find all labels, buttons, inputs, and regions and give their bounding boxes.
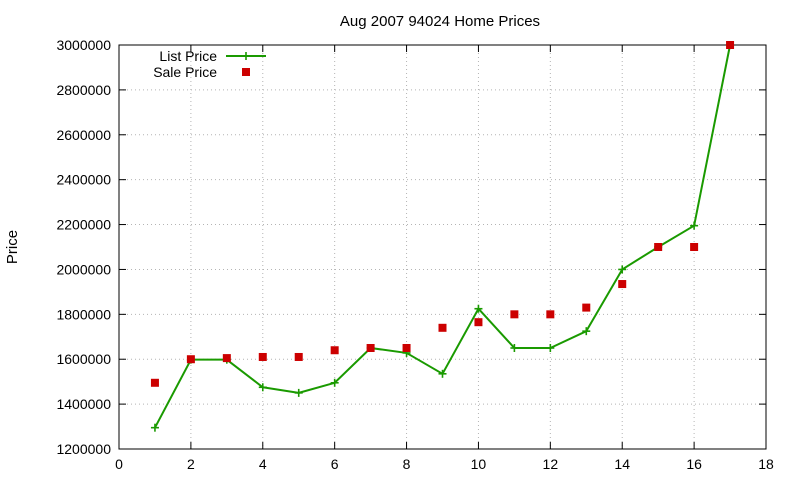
list-price-point: [294, 388, 303, 397]
sale-price-point: [510, 310, 519, 319]
grid-lines: [119, 45, 766, 449]
x-tick-label: 8: [403, 456, 411, 472]
axis-ticks: 0 2 4 6 8 10 12 14 16 18 1200000 1400000 1600000 1800…: [56, 37, 774, 472]
x-tick-label: 4: [259, 456, 267, 472]
x-tick-label: 2: [187, 456, 195, 472]
x-tick-label: 10: [471, 456, 487, 472]
sale-price-point: [258, 352, 267, 361]
sale-price-point: [438, 323, 447, 332]
y-tick-label: 1800000: [56, 306, 111, 322]
sale-price-point: [582, 303, 591, 312]
list-price-point: [474, 304, 483, 313]
sale-price-point: [546, 310, 555, 319]
x-tick-label: 6: [331, 456, 339, 472]
y-tick-label: 2800000: [56, 82, 111, 98]
list-price-point: [150, 423, 159, 432]
sale-price-point: [150, 378, 159, 387]
list-price-point: [438, 369, 447, 378]
sale-price-point: [186, 355, 195, 364]
y-tick-label: 2600000: [56, 127, 111, 143]
list-price-point: [546, 344, 555, 352]
y-tick-label: 2000000: [56, 261, 111, 277]
sale-price-point: [294, 352, 303, 361]
x-tick-label: 14: [614, 456, 630, 472]
legend-marker-list-price: [242, 52, 250, 60]
y-tick-label: 2200000: [56, 217, 111, 233]
list-price-point: [690, 221, 699, 230]
y-tick-label: 1400000: [56, 396, 111, 412]
sale-price-point: [474, 318, 483, 327]
sale-price-point: [330, 346, 339, 355]
sale-price-point: [690, 243, 699, 251]
sale-price-point: [402, 344, 411, 352]
y-tick-label: 1200000: [56, 441, 111, 457]
chart-title: Aug 2007 94024 Home Prices: [340, 13, 540, 30]
sale-price-point: [618, 280, 627, 289]
legend-label-list-price: List Price: [159, 48, 217, 64]
y-axis-label: Price: [4, 230, 21, 264]
list-price-point: [618, 265, 627, 274]
list-price-point: [582, 327, 591, 336]
sale-price-point: [366, 344, 375, 352]
plot-frame: [118, 44, 767, 450]
x-tick-label: 0: [115, 456, 123, 472]
sale-price-point: [726, 41, 735, 49]
list-price-point: [258, 383, 267, 392]
y-tick-label: 1600000: [56, 351, 111, 367]
sale-price-point: [654, 243, 663, 251]
legend-label-sale-price: Sale Price: [153, 64, 217, 80]
series-layer: [150, 41, 735, 432]
x-tick-label: 18: [758, 456, 774, 472]
y-tick-label: 3000000: [56, 37, 111, 53]
legend-marker-sale-price: [242, 68, 250, 76]
sale-price-point: [222, 354, 231, 363]
x-tick-label: 16: [686, 456, 702, 472]
y-tick-label: 2400000: [56, 172, 111, 188]
list-price-point: [510, 344, 519, 352]
list-price-point: [330, 378, 339, 387]
x-tick-label: 12: [543, 456, 559, 472]
